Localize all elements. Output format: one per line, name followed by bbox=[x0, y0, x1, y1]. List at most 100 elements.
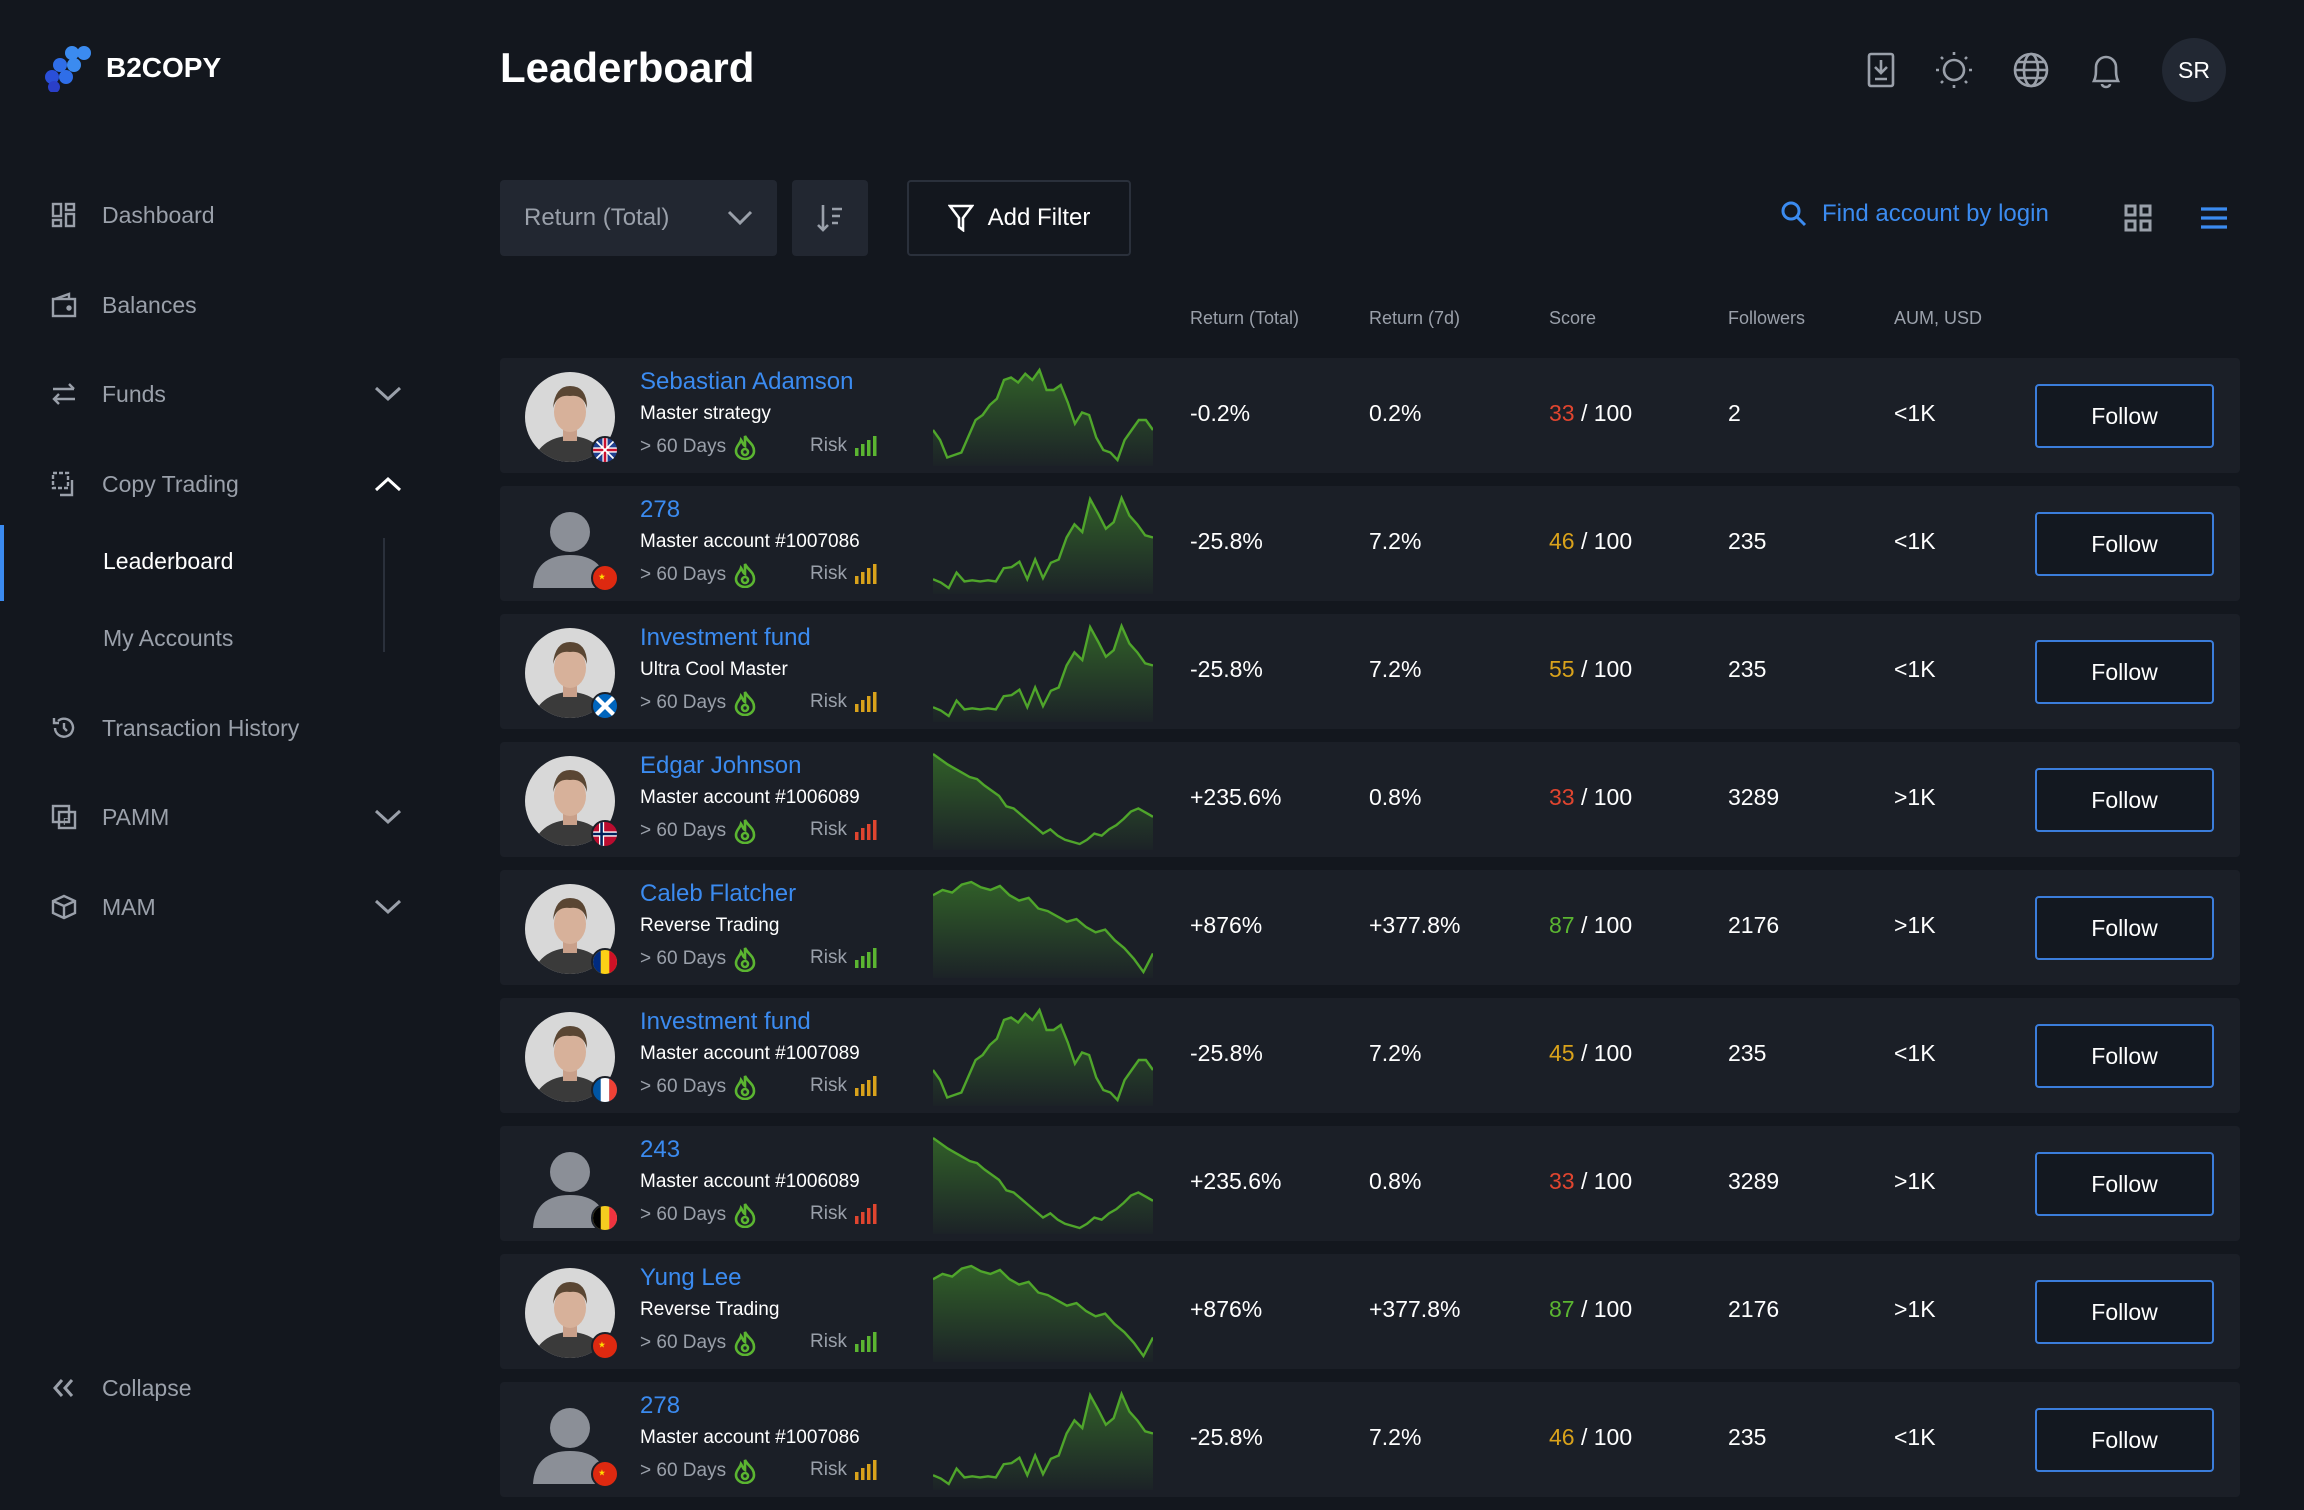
performance-sparkline bbox=[933, 1137, 1153, 1234]
sidebar-subitem-leaderboard[interactable]: Leaderboard bbox=[103, 548, 234, 574]
trader-name[interactable]: Caleb Flatcher bbox=[640, 880, 797, 907]
trader-avatar[interactable]: ★ bbox=[525, 1396, 619, 1488]
trader-name[interactable]: Yung Lee bbox=[640, 1264, 742, 1291]
brand-logo[interactable]: B2COPY bbox=[44, 44, 221, 92]
trader-name[interactable]: Edgar Johnson bbox=[640, 752, 802, 779]
sort-order-button[interactable] bbox=[792, 180, 868, 256]
download-icon[interactable] bbox=[1866, 52, 1896, 88]
score-max: / 100 bbox=[1580, 1424, 1633, 1450]
trader-avatar[interactable]: ★ bbox=[525, 500, 619, 592]
chevron-up-icon[interactable] bbox=[374, 471, 402, 498]
follow-button[interactable]: Follow bbox=[2035, 1024, 2214, 1088]
user-avatar[interactable]: SR bbox=[2162, 38, 2226, 102]
add-filter-button[interactable]: Add Filter bbox=[907, 180, 1131, 256]
follow-button[interactable]: Follow bbox=[2035, 1152, 2214, 1216]
trader-strategy: Master strategy bbox=[640, 403, 771, 424]
find-account-button[interactable]: Find account by login bbox=[1780, 200, 2049, 228]
trader-name[interactable]: 278 bbox=[640, 496, 681, 523]
performance-sparkline bbox=[933, 1007, 1153, 1106]
collapse-button[interactable]: Collapse bbox=[50, 1374, 402, 1402]
trader-avatar[interactable]: ★ bbox=[525, 1268, 619, 1360]
leader-row[interactable]: Sebastian Adamson Master strategy > 60 D… bbox=[500, 358, 2240, 473]
sidebar-item-dashboard[interactable]: Dashboard bbox=[50, 201, 402, 229]
follow-button[interactable]: Follow bbox=[2035, 640, 2214, 704]
trading-age-label: > 60 Days bbox=[640, 1076, 727, 1097]
column-header-aum[interactable]: AUM, USD bbox=[1894, 308, 1983, 328]
trading-age-label: > 60 Days bbox=[640, 948, 727, 969]
sparkline-line bbox=[933, 753, 1153, 846]
trader-strategy: Master account #1007089 bbox=[640, 1043, 860, 1064]
follow-button[interactable]: Follow bbox=[2035, 896, 2214, 960]
return-total: +235.6% bbox=[1190, 1168, 1282, 1194]
leader-row[interactable]: Caleb Flatcher Reverse Trading > 60 Days… bbox=[500, 870, 2240, 985]
score-value: 46 bbox=[1549, 528, 1575, 554]
trader-name[interactable]: Investment fund bbox=[640, 624, 811, 651]
wallet-icon bbox=[50, 291, 78, 319]
aum: >1K bbox=[1894, 1296, 1936, 1322]
leader-row[interactable]: Investment fund Ultra Cool Master > 60 D… bbox=[500, 614, 2240, 729]
sidebar-item-pamm[interactable]: P PAMM bbox=[50, 803, 402, 831]
list-view-icon[interactable] bbox=[2200, 206, 2228, 230]
follow-button[interactable]: Follow bbox=[2035, 768, 2214, 832]
chevron-down-icon[interactable] bbox=[374, 381, 402, 408]
collapse-label: Collapse bbox=[102, 1374, 192, 1401]
chevron-down-icon[interactable] bbox=[374, 894, 402, 921]
trader-name[interactable]: 278 bbox=[640, 1392, 681, 1419]
sidebar-item-balances[interactable]: Balances bbox=[50, 291, 402, 319]
trader-name[interactable]: Investment fund bbox=[640, 1008, 811, 1035]
score: 45 / 100 bbox=[1549, 1040, 1632, 1067]
trader-strategy: Reverse Trading bbox=[640, 915, 780, 936]
brand-name: B2COPY bbox=[106, 52, 222, 83]
aum: <1K bbox=[1894, 1424, 1936, 1450]
risk-label: Risk bbox=[810, 1459, 847, 1480]
trader-avatar[interactable] bbox=[525, 372, 619, 464]
return-7d: 7.2% bbox=[1369, 1424, 1422, 1450]
trader-avatar[interactable] bbox=[525, 1012, 619, 1104]
trader-avatar[interactable] bbox=[525, 1140, 619, 1232]
globe-icon[interactable] bbox=[2012, 51, 2050, 89]
trader-name[interactable]: 243 bbox=[640, 1136, 681, 1163]
sidebar-item-transaction-history[interactable]: Transaction History bbox=[50, 714, 402, 742]
followers: 235 bbox=[1728, 1040, 1767, 1066]
grid-view-icon[interactable] bbox=[2124, 204, 2152, 232]
sidebar-item-mam[interactable]: MAM bbox=[50, 893, 402, 921]
chevron-down-icon[interactable] bbox=[374, 804, 402, 831]
leader-row[interactable]: Investment fund Master account #1007089 … bbox=[500, 998, 2240, 1113]
trader-avatar[interactable] bbox=[525, 628, 619, 720]
trader-strategy: Reverse Trading bbox=[640, 1299, 780, 1320]
leader-row[interactable]: ★ 278 Master account #1007086 > 60 Days … bbox=[500, 486, 2240, 601]
flame-icon bbox=[734, 1331, 756, 1356]
leader-row[interactable]: Edgar Johnson Master account #1006089 > … bbox=[500, 742, 2240, 857]
sort-select[interactable]: Return (Total) bbox=[500, 180, 777, 256]
follow-button[interactable]: Follow bbox=[2035, 1408, 2214, 1472]
flame-icon bbox=[734, 435, 756, 460]
risk-label: Risk bbox=[810, 435, 847, 456]
leaderboard-list: Sebastian Adamson Master strategy > 60 D… bbox=[500, 358, 2240, 1510]
followers: 235 bbox=[1728, 656, 1767, 682]
trader-avatar[interactable] bbox=[525, 756, 619, 848]
sidebar-item-funds[interactable]: Funds bbox=[50, 380, 402, 408]
column-header-followers[interactable]: Followers bbox=[1728, 308, 1806, 328]
score-max: / 100 bbox=[1580, 528, 1633, 554]
filter-icon bbox=[947, 204, 974, 232]
dashboard-icon bbox=[50, 201, 78, 229]
sidebar-item-copy-trading[interactable]: Copy Trading bbox=[50, 470, 402, 498]
leader-row[interactable]: 243 Master account #1006089 > 60 Days Ri… bbox=[500, 1126, 2240, 1241]
bell-icon[interactable] bbox=[2088, 51, 2124, 89]
risk-bars-icon bbox=[854, 1204, 877, 1224]
sidebar-subitem-my-accounts[interactable]: My Accounts bbox=[103, 625, 234, 651]
follow-button[interactable]: Follow bbox=[2035, 512, 2214, 576]
follow-button[interactable]: Follow bbox=[2035, 1280, 2214, 1344]
page-title: Leaderboard bbox=[500, 44, 755, 91]
follow-button[interactable]: Follow bbox=[2035, 384, 2214, 448]
column-header-return-total[interactable]: Return (Total) bbox=[1190, 308, 1300, 328]
column-header-score[interactable]: Score bbox=[1549, 308, 1597, 328]
sun-icon[interactable] bbox=[1934, 50, 1974, 90]
trading-age-label: > 60 Days bbox=[640, 436, 727, 457]
column-header-return-7d[interactable]: Return (7d) bbox=[1369, 308, 1461, 328]
trader-name[interactable]: Sebastian Adamson bbox=[640, 368, 854, 395]
leader-row[interactable]: ★ Yung Lee Reverse Trading > 60 Days Ris… bbox=[500, 1254, 2240, 1369]
trading-age: > 60 Days bbox=[640, 1330, 756, 1356]
svg-text:P: P bbox=[63, 817, 70, 828]
trader-avatar[interactable] bbox=[525, 884, 619, 976]
